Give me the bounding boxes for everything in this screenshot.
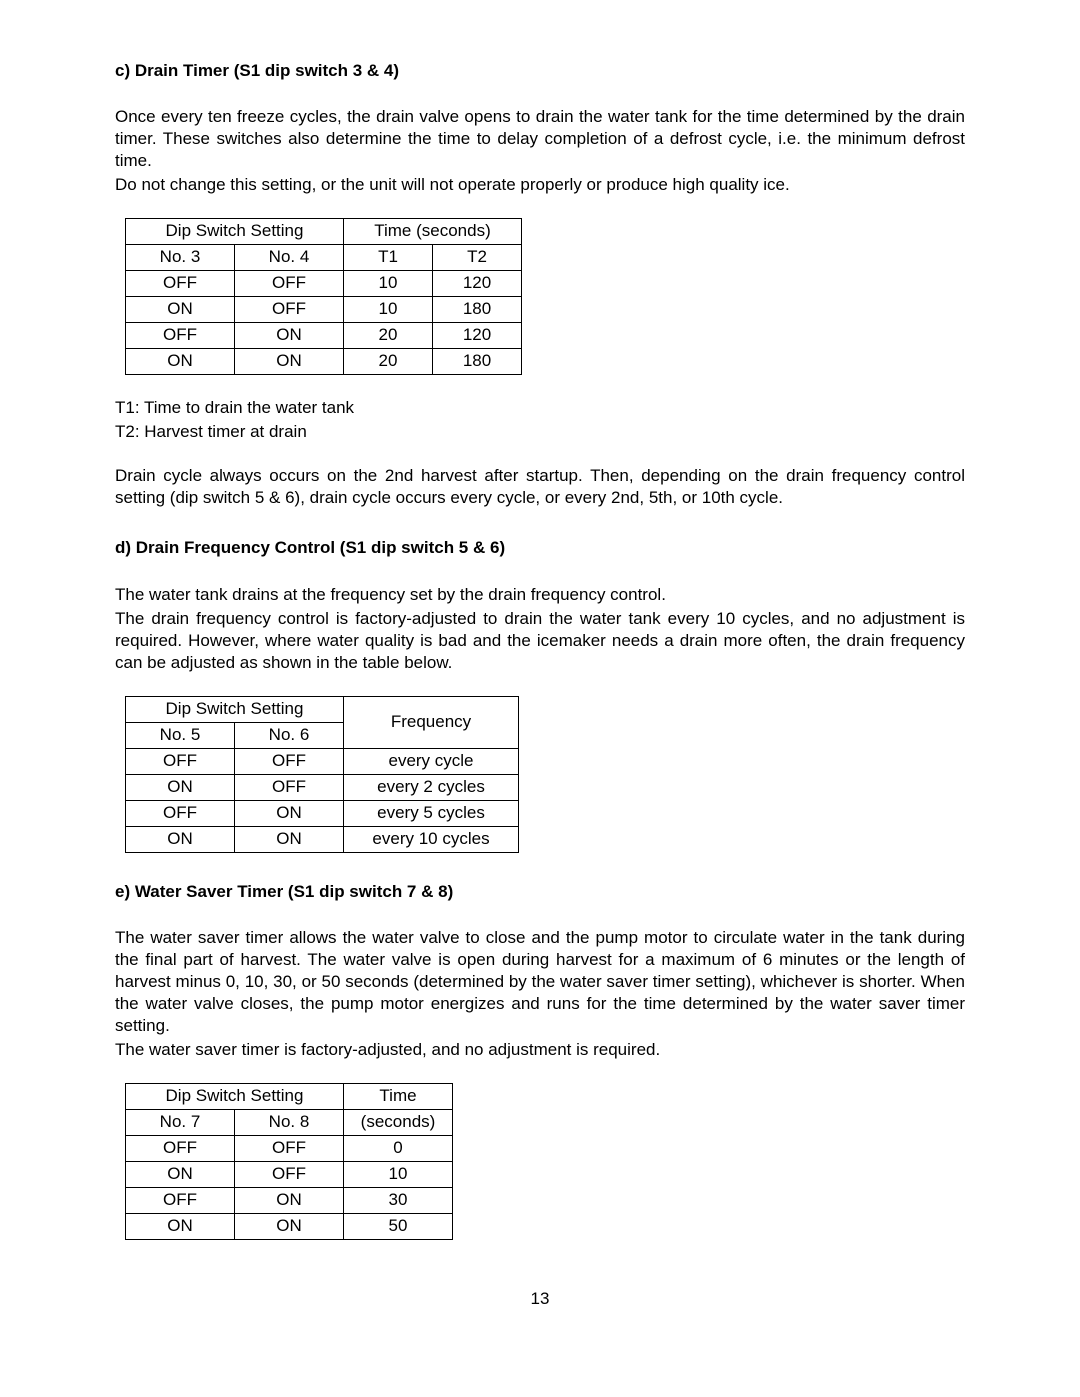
table-header-time-bot: (seconds)	[344, 1110, 453, 1136]
table-col-no7: No. 7	[126, 1110, 235, 1136]
table-row: ON ON 50	[126, 1213, 453, 1239]
table-col-no3: No. 3	[126, 245, 235, 271]
section-e-heading: e) Water Saver Timer (S1 dip switch 7 & …	[115, 881, 965, 903]
table-col-t2: T2	[433, 245, 522, 271]
section-c-para1: Once every ten freeze cycles, the drain …	[115, 106, 965, 172]
t2-note: T2: Harvest timer at drain	[115, 421, 965, 443]
table-col-t1: T1	[344, 245, 433, 271]
table-row: ON OFF 10 180	[126, 297, 522, 323]
page-number: 13	[115, 1288, 965, 1310]
table-row: ON OFF every 2 cycles	[126, 774, 519, 800]
table-row: OFF ON 20 120	[126, 323, 522, 349]
section-e-para1: The water saver timer allows the water v…	[115, 927, 965, 1037]
table-col-no5: No. 5	[126, 722, 235, 748]
section-c-para3: Drain cycle always occurs on the 2nd har…	[115, 465, 965, 509]
drain-frequency-table: Dip Switch Setting Frequency No. 5 No. 6…	[125, 696, 519, 853]
table-row: OFF OFF every cycle	[126, 748, 519, 774]
table-header-time: Time (seconds)	[344, 219, 522, 245]
table-header-dip: Dip Switch Setting	[126, 1084, 344, 1110]
table-header-frequency: Frequency	[344, 696, 519, 748]
table-col-no6: No. 6	[235, 722, 344, 748]
section-c-para2: Do not change this setting, or the unit …	[115, 174, 965, 196]
table-row: ON OFF 10	[126, 1162, 453, 1188]
section-e-para2: The water saver timer is factory-adjuste…	[115, 1039, 965, 1061]
table-header-dip: Dip Switch Setting	[126, 696, 344, 722]
water-saver-table: Dip Switch Setting Time No. 7 No. 8 (sec…	[125, 1083, 453, 1240]
table-header-time-top: Time	[344, 1084, 453, 1110]
drain-timer-table: Dip Switch Setting Time (seconds) No. 3 …	[125, 218, 522, 375]
table-row: OFF ON every 5 cycles	[126, 800, 519, 826]
table-col-no8: No. 8	[235, 1110, 344, 1136]
section-c-heading: c) Drain Timer (S1 dip switch 3 & 4)	[115, 60, 965, 82]
section-d-para2: The drain frequency control is factory-a…	[115, 608, 965, 674]
table-row: OFF OFF 10 120	[126, 271, 522, 297]
table-header-dip: Dip Switch Setting	[126, 219, 344, 245]
t1-note: T1: Time to drain the water tank	[115, 397, 965, 419]
table-row: OFF ON 30	[126, 1187, 453, 1213]
table-row: OFF OFF 0	[126, 1136, 453, 1162]
table-row: ON ON every 10 cycles	[126, 826, 519, 852]
section-d-heading: d) Drain Frequency Control (S1 dip switc…	[115, 537, 965, 559]
section-d-para1: The water tank drains at the frequency s…	[115, 584, 965, 606]
table-col-no4: No. 4	[235, 245, 344, 271]
table-row: ON ON 20 180	[126, 349, 522, 375]
